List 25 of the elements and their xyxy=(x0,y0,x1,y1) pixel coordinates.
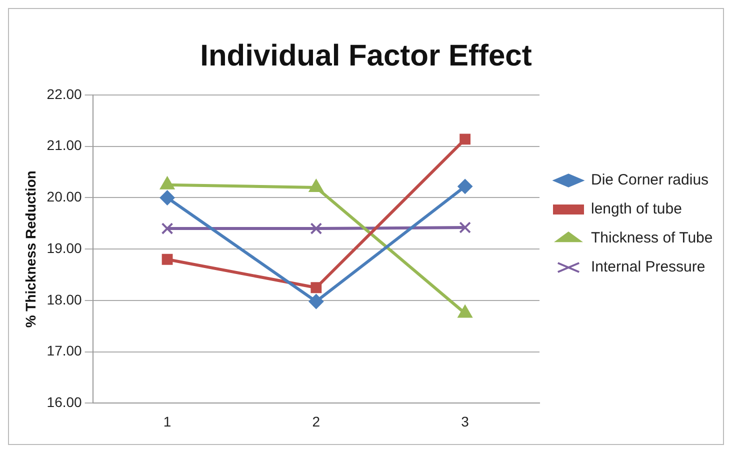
point xyxy=(458,178,473,194)
legend-label: length of tube xyxy=(591,200,682,218)
x-tick-label: 3 xyxy=(461,413,470,430)
legend-label: Internal Pressure xyxy=(591,258,706,276)
point xyxy=(162,254,173,265)
y-tick-label: 19.00 xyxy=(46,240,82,256)
y-tick-label: 18.00 xyxy=(46,291,82,308)
y-tick-label: 21.00 xyxy=(46,137,82,154)
x-tick-label: 2 xyxy=(312,413,320,430)
point xyxy=(161,222,174,235)
legend-label: Thickness of Tube xyxy=(591,230,713,247)
x-tick-label: 1 xyxy=(163,413,172,430)
point xyxy=(160,190,175,206)
y-tick-label: 17.00 xyxy=(46,342,82,359)
point xyxy=(459,222,472,234)
y-tick-label: 16.00 xyxy=(46,394,82,410)
y-tick-label: 22.00 xyxy=(46,86,82,102)
point xyxy=(308,294,324,309)
y-tick-label: 20.00 xyxy=(46,188,82,205)
point xyxy=(460,134,471,145)
chart-title: Individual Factor Effect xyxy=(200,39,532,72)
legend-label: Die Corner radius xyxy=(591,172,709,189)
point xyxy=(310,282,322,294)
y-axis-title: % Thickness Reduction xyxy=(22,170,38,328)
point xyxy=(310,222,322,235)
